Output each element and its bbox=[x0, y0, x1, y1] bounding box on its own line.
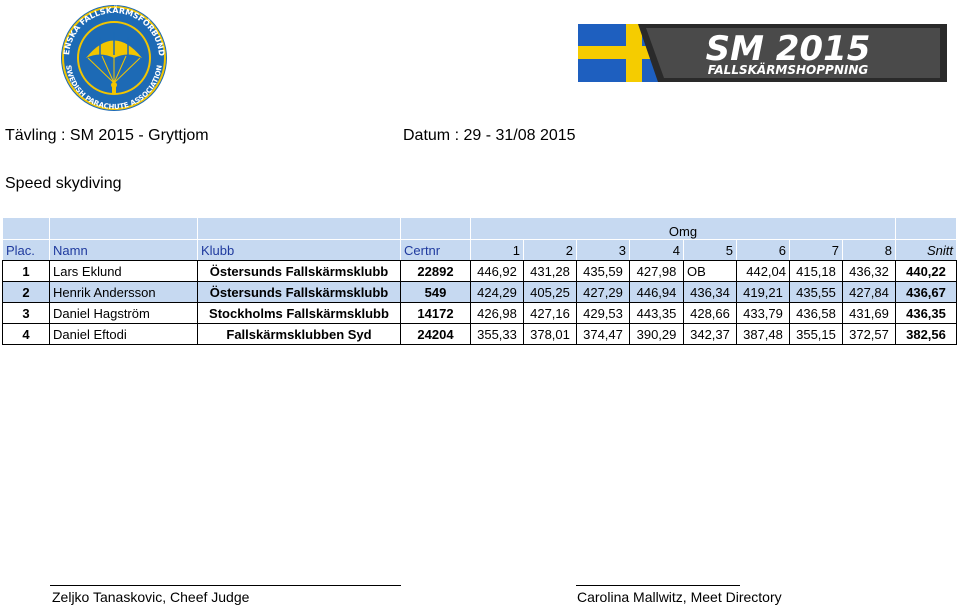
cell-round: 436,58 bbox=[789, 302, 843, 324]
header-certnr: Certnr bbox=[400, 239, 471, 261]
cell-round: 415,18 bbox=[789, 260, 843, 282]
cell-round: 435,55 bbox=[789, 281, 843, 303]
sm-2015-logo: SM 2015 FALLSKÄRMSHOPPNING bbox=[578, 24, 947, 82]
cell-round: 374,47 bbox=[576, 323, 630, 345]
cell-round: 427,98 bbox=[629, 260, 684, 282]
cell-round: 442,04 bbox=[736, 260, 790, 282]
cell-round: 372,57 bbox=[842, 323, 896, 345]
header-round-4: 4 bbox=[629, 239, 684, 261]
cell-round: 342,37 bbox=[683, 323, 737, 345]
cell-round: 428,66 bbox=[683, 302, 737, 324]
cell-round: 427,84 bbox=[842, 281, 896, 303]
cell-round: 355,15 bbox=[789, 323, 843, 345]
signature-line-left bbox=[50, 585, 401, 586]
cell-round: 436,34 bbox=[683, 281, 737, 303]
table-row: 1 Lars Eklund Östersunds Fallskärmsklubb… bbox=[2, 260, 957, 282]
cell-certnr: 24204 bbox=[400, 323, 471, 345]
cell-namn: Lars Eklund bbox=[49, 260, 198, 282]
header-namn: Namn bbox=[49, 239, 198, 261]
cell-round: 427,16 bbox=[523, 302, 577, 324]
cell-round: 355,33 bbox=[470, 323, 524, 345]
cell-certnr: 549 bbox=[400, 281, 471, 303]
cell-round: 387,48 bbox=[736, 323, 790, 345]
omg-header: Omg bbox=[470, 217, 896, 240]
cell-klubb: Fallskärmsklubben Syd bbox=[197, 323, 401, 345]
cell-round: 431,69 bbox=[842, 302, 896, 324]
header-round-8: 8 bbox=[842, 239, 896, 261]
cell-certnr: 22892 bbox=[400, 260, 471, 282]
signature-chief-judge: Zeljko Tanaskovic, Cheef Judge bbox=[52, 589, 250, 605]
cell-snitt: 436,35 bbox=[895, 302, 957, 324]
cell-round: 435,59 bbox=[576, 260, 630, 282]
header-round-6: 6 bbox=[736, 239, 790, 261]
cell-round: 431,28 bbox=[523, 260, 577, 282]
cell-round: 427,29 bbox=[576, 281, 630, 303]
cell-snitt: 440,22 bbox=[895, 260, 957, 282]
cell-plac: 3 bbox=[2, 302, 50, 324]
cell-plac: 4 bbox=[2, 323, 50, 345]
svg-text:SM 2015: SM 2015 bbox=[706, 29, 871, 69]
header-snitt: Snitt bbox=[895, 239, 957, 261]
cell-namn: Daniel Eftodi bbox=[49, 323, 198, 345]
cell-round: 433,79 bbox=[736, 302, 790, 324]
header-klubb: Klubb bbox=[197, 239, 401, 261]
header-round-5: 5 bbox=[683, 239, 737, 261]
cell-round: 426,98 bbox=[470, 302, 524, 324]
cell-certnr: 14172 bbox=[400, 302, 471, 324]
header-round-2: 2 bbox=[523, 239, 577, 261]
table-row: 4 Daniel Eftodi Fallskärmsklubben Syd 24… bbox=[2, 323, 957, 345]
cell-round: 390,29 bbox=[629, 323, 684, 345]
cell-snitt: 436,67 bbox=[895, 281, 957, 303]
cell-round: 429,53 bbox=[576, 302, 630, 324]
cell-round: OB bbox=[683, 260, 737, 282]
cell-round: 378,01 bbox=[523, 323, 577, 345]
cell-plac: 2 bbox=[2, 281, 50, 303]
cell-namn: Henrik Andersson bbox=[49, 281, 198, 303]
cell-namn: Daniel Hagström bbox=[49, 302, 198, 324]
swedish-parachute-association-logo: SVENSKA FALLSKÄRMSFÖRBUNDET SWEDISH PARA… bbox=[50, 3, 167, 111]
cell-round: 446,94 bbox=[629, 281, 684, 303]
cell-round: 424,29 bbox=[470, 281, 524, 303]
svg-text:FALLSKÄRMSHOPPNING: FALLSKÄRMSHOPPNING bbox=[708, 62, 869, 77]
cell-round: 436,32 bbox=[842, 260, 896, 282]
header-plac: Plac. bbox=[2, 239, 50, 261]
cell-round: 405,25 bbox=[523, 281, 577, 303]
table-row: 2 Henrik Andersson Östersunds Fallskärms… bbox=[2, 281, 957, 303]
cell-round: 446,92 bbox=[470, 260, 524, 282]
cell-round: 419,21 bbox=[736, 281, 790, 303]
cell-round: 443,35 bbox=[629, 302, 684, 324]
table-row: 3 Daniel Hagström Stockholms Fallskärmsk… bbox=[2, 302, 957, 324]
cell-klubb: Stockholms Fallskärmsklubb bbox=[197, 302, 401, 324]
cell-klubb: Östersunds Fallskärmsklubb bbox=[197, 260, 401, 282]
cell-plac: 1 bbox=[2, 260, 50, 282]
column-header-row: Plac. Namn Klubb Certnr 1 2 3 4 5 6 7 8 … bbox=[2, 239, 957, 261]
signature-meet-director: Carolina Mallwitz, Meet Directory bbox=[577, 589, 782, 605]
cell-klubb: Östersunds Fallskärmsklubb bbox=[197, 281, 401, 303]
header-round-7: 7 bbox=[789, 239, 843, 261]
cell-snitt: 382,56 bbox=[895, 323, 957, 345]
results-table: Omg Plac. Namn Klubb Certnr 1 2 3 4 5 6 … bbox=[2, 217, 957, 345]
event-name: Speed skydiving bbox=[5, 175, 122, 192]
competition-date: Datum : 29 - 31/08 2015 bbox=[403, 127, 576, 144]
header-round-3: 3 bbox=[576, 239, 630, 261]
competition-title: Tävling : SM 2015 - Gryttjom bbox=[5, 127, 209, 144]
omg-header-row: Omg bbox=[2, 217, 957, 240]
signature-line-right bbox=[576, 585, 740, 586]
header-round-1: 1 bbox=[470, 239, 524, 261]
